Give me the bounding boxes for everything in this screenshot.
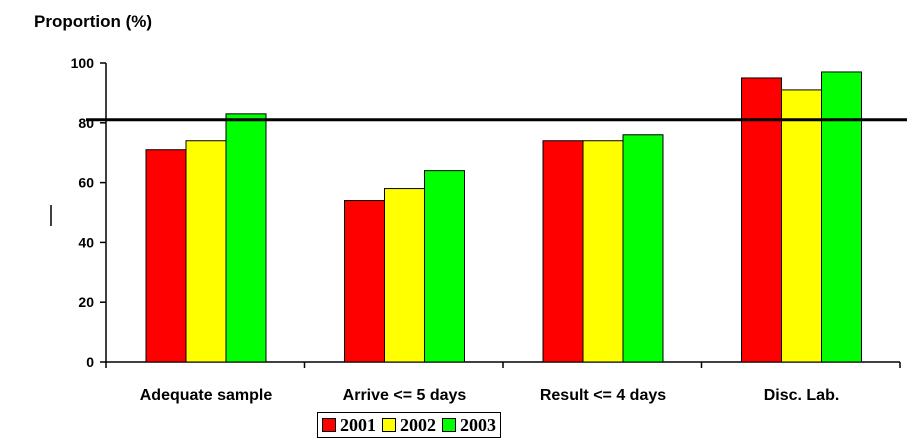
y-tick-label-80: 80 — [78, 115, 94, 131]
bar-2003-1 — [424, 170, 465, 363]
x-category-label: Adequate sample — [140, 387, 273, 404]
y-tick-label-20: 20 — [78, 294, 94, 310]
legend-label-2001: 2001 — [340, 414, 376, 435]
bar-2002-2 — [582, 140, 624, 363]
legend: 2001 2002 2003 — [317, 412, 501, 438]
y-tick-label-60: 60 — [78, 175, 94, 191]
legend-label-2003: 2003 — [460, 414, 496, 435]
legend-swatch-2001 — [322, 418, 336, 432]
legend-label-2002: 2002 — [400, 414, 436, 435]
bar-2002-3 — [781, 89, 822, 363]
bar-2001-0 — [145, 149, 187, 363]
bar-2003-2 — [622, 134, 664, 363]
bar-2001-1 — [344, 200, 385, 363]
bar-2003-0 — [225, 113, 267, 363]
x-category-label: Arrive <= 5 days — [343, 387, 467, 404]
legend-item-2002: 2002 — [382, 415, 436, 436]
y-tick-label-100: 100 — [71, 55, 95, 71]
legend-swatch-2002 — [382, 418, 396, 432]
bar-2001-2 — [542, 140, 584, 363]
bar-2003-3 — [821, 71, 862, 363]
bar-2002-1 — [384, 188, 425, 363]
y-tick-label-40: 40 — [78, 234, 94, 250]
legend-item-2003: 2003 — [442, 415, 496, 436]
legend-swatch-2003 — [442, 418, 456, 432]
x-category-label: Disc. Lab. — [764, 387, 840, 404]
x-category-label: Result <= 4 days — [540, 387, 666, 404]
bar-2002-0 — [185, 140, 227, 363]
y-axis-label: Proportion (%) — [34, 12, 153, 31]
y-tick-label-0: 0 — [86, 354, 94, 370]
legend-item-2001: 2001 — [322, 415, 376, 436]
